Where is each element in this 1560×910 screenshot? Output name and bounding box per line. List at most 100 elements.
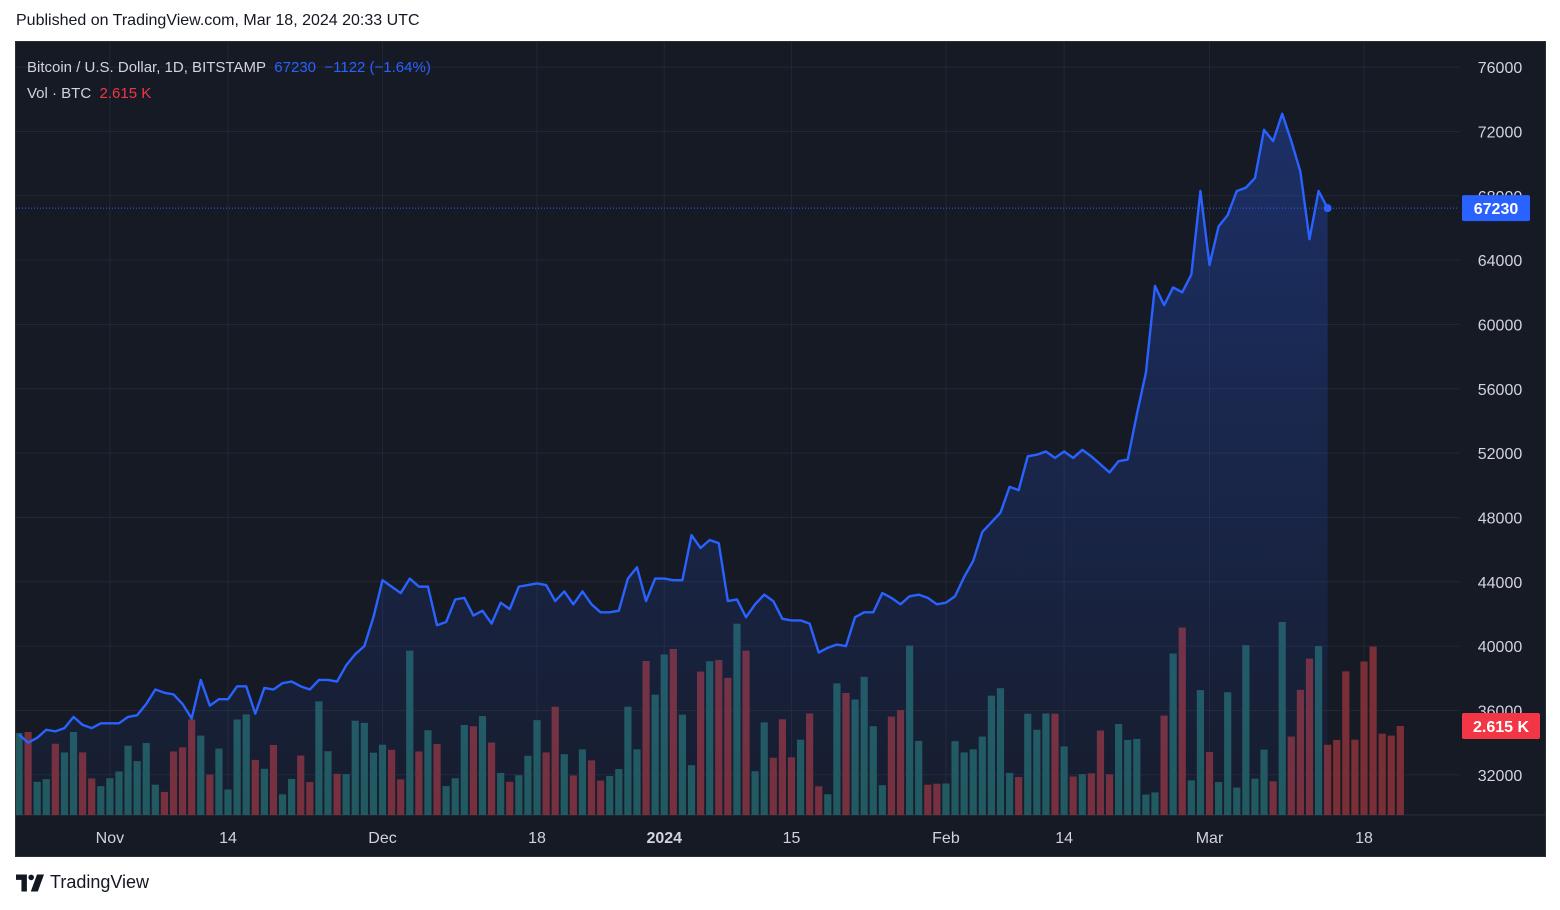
price-point[interactable] <box>89 725 95 731</box>
price-point[interactable] <box>216 696 222 702</box>
price-point[interactable] <box>1025 453 1031 459</box>
price-point[interactable] <box>1107 469 1113 475</box>
price-point[interactable] <box>589 601 595 607</box>
price-point[interactable] <box>788 617 794 623</box>
price-point[interactable] <box>1306 236 1312 242</box>
price-point[interactable] <box>698 545 704 551</box>
price-point[interactable] <box>607 609 613 615</box>
price-point[interactable] <box>1197 188 1203 194</box>
price-point[interactable] <box>407 576 413 582</box>
price-point[interactable] <box>298 683 304 689</box>
price-point[interactable] <box>543 582 549 588</box>
volume-bar-down[interactable] <box>1360 661 1368 815</box>
price-point[interactable] <box>61 725 67 731</box>
price-point[interactable] <box>916 592 922 598</box>
price-point[interactable] <box>252 711 258 717</box>
price-point[interactable] <box>643 598 649 604</box>
price-point[interactable] <box>1270 138 1276 144</box>
price-point[interactable] <box>52 728 58 734</box>
price-point[interactable] <box>689 532 695 538</box>
price-point[interactable] <box>116 720 122 726</box>
price-point[interactable] <box>943 600 949 606</box>
price-point[interactable] <box>470 613 476 619</box>
price-point[interactable] <box>425 584 431 590</box>
price-point[interactable] <box>180 701 186 707</box>
price-point[interactable] <box>152 687 158 693</box>
price-point[interactable] <box>316 677 322 683</box>
price-chart[interactable]: 3200036000400004400048000520005600060000… <box>16 42 1545 856</box>
price-point[interactable] <box>71 714 77 720</box>
price-point[interactable] <box>1134 412 1140 418</box>
price-point[interactable] <box>270 687 276 693</box>
price-point[interactable] <box>870 609 876 615</box>
price-point[interactable] <box>98 720 104 726</box>
price-point[interactable] <box>925 595 931 601</box>
price-point[interactable] <box>1043 449 1049 455</box>
last-volume-badge[interactable] <box>1462 712 1540 739</box>
price-point[interactable] <box>798 617 804 623</box>
price-point[interactable] <box>80 722 86 728</box>
price-point[interactable] <box>861 609 867 615</box>
price-point[interactable] <box>389 584 395 590</box>
price-point[interactable] <box>934 601 940 607</box>
price-point[interactable] <box>752 601 758 607</box>
price-point[interactable] <box>825 645 831 651</box>
price-point[interactable] <box>1288 138 1294 144</box>
volume-bar-down[interactable] <box>1369 646 1377 815</box>
price-point[interactable] <box>1252 175 1258 181</box>
volume-bar-down[interactable] <box>1351 739 1359 815</box>
price-point[interactable] <box>416 584 422 590</box>
price-point[interactable] <box>498 600 504 606</box>
price-point[interactable] <box>398 590 404 596</box>
price-point[interactable] <box>134 712 140 718</box>
price-point[interactable] <box>1234 188 1240 194</box>
volume-bar-down[interactable] <box>1333 739 1341 815</box>
price-point[interactable] <box>852 614 858 620</box>
last-price-marker[interactable] <box>1323 204 1332 213</box>
price-point[interactable] <box>879 590 885 596</box>
price-point[interactable] <box>143 701 149 707</box>
price-point[interactable] <box>225 696 231 702</box>
price-point[interactable] <box>1034 452 1040 458</box>
price-point[interactable] <box>1161 302 1167 308</box>
price-point[interactable] <box>707 537 713 543</box>
volume-bar-down[interactable] <box>1387 735 1395 815</box>
price-point[interactable] <box>716 540 722 546</box>
price-point[interactable] <box>107 720 113 726</box>
price-point[interactable] <box>761 592 767 598</box>
price-point[interactable] <box>952 593 958 599</box>
volume-bar-down[interactable] <box>1396 725 1404 815</box>
symbol-legend-row[interactable]: Bitcoin / U.S. Dollar, 1D, BITSTAMP 6723… <box>27 55 431 81</box>
price-point[interactable] <box>507 606 513 612</box>
price-point[interactable] <box>598 609 604 615</box>
price-point[interactable] <box>489 621 495 627</box>
price-point[interactable] <box>661 576 667 582</box>
price-point[interactable] <box>679 577 685 583</box>
price-point[interactable] <box>652 576 658 582</box>
price-point[interactable] <box>1070 455 1076 461</box>
price-point[interactable] <box>380 577 386 583</box>
price-point[interactable] <box>570 601 576 607</box>
price-point[interactable] <box>979 529 985 535</box>
price-point[interactable] <box>898 601 904 607</box>
price-point[interactable] <box>1061 449 1067 455</box>
chart-panel[interactable]: 32000 36000 40000 44000 48000 52000 56000 60000… <box>15 41 1546 857</box>
price-point[interactable] <box>25 740 31 746</box>
price-point[interactable] <box>289 679 295 685</box>
price-point[interactable] <box>997 510 1003 516</box>
volume-bar-down[interactable] <box>1342 671 1350 815</box>
price-point[interactable] <box>1079 447 1085 453</box>
price-point[interactable] <box>461 595 467 601</box>
price-point[interactable] <box>1052 455 1058 461</box>
price-point[interactable] <box>1243 185 1249 191</box>
price-point[interactable] <box>816 650 822 656</box>
price-point[interactable] <box>361 643 367 649</box>
tradingview-footer[interactable]: TradingView <box>16 872 149 893</box>
price-point[interactable] <box>434 622 440 628</box>
price-point[interactable] <box>280 680 286 686</box>
price-point[interactable] <box>1170 284 1176 290</box>
price-point[interactable] <box>198 677 204 683</box>
price-point[interactable] <box>625 576 631 582</box>
price-point[interactable] <box>1207 262 1213 268</box>
price-point[interactable] <box>1279 111 1285 117</box>
